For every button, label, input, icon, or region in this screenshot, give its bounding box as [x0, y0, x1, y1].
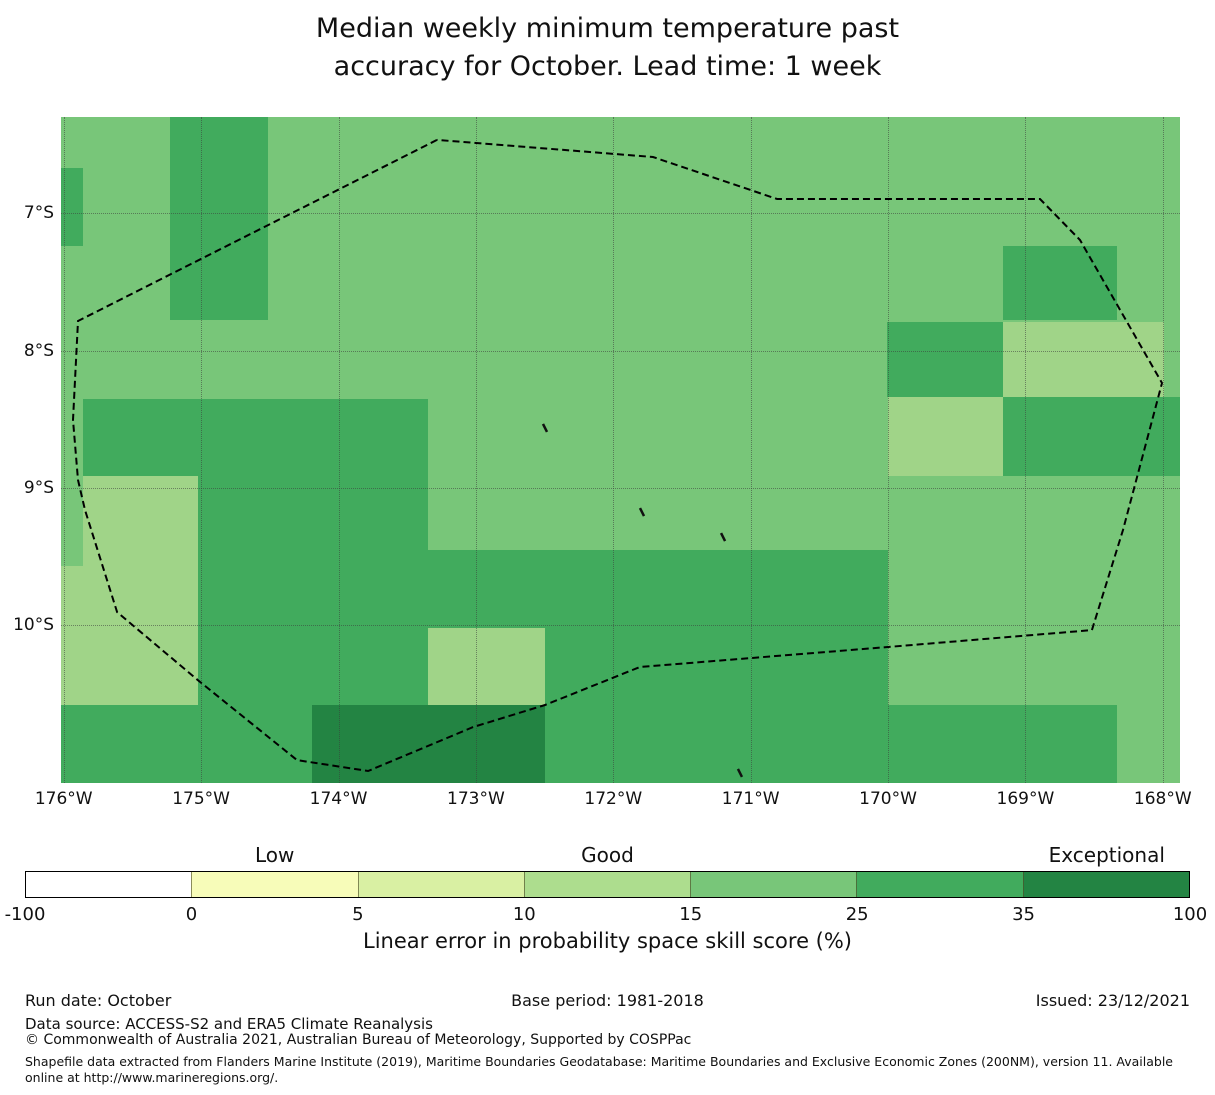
colorbar-segment: [856, 872, 1023, 897]
longitude-gridline: [750, 117, 752, 783]
lon-tick-label: 168°W: [1133, 789, 1192, 809]
islet-mark: [719, 532, 727, 542]
lon-tick-label: 176°W: [34, 789, 93, 809]
skill-cell: [61, 566, 199, 706]
latitude-gridline: [61, 487, 1180, 489]
skill-cell: [198, 475, 428, 708]
colorbar-tick-label: 15: [679, 904, 703, 925]
colorbar-tick-label: 0: [185, 904, 198, 925]
colorbar-tick-label: 100: [1172, 904, 1208, 925]
longitude-gridline: [201, 117, 203, 783]
lon-tick-label: 173°W: [447, 789, 505, 809]
base-period-label: Base period: 1981-2018: [511, 991, 704, 1010]
data-source-label: Data source: ACCESS-S2 and ERA5 Climate …: [25, 1015, 433, 1033]
skill-cell: [312, 705, 545, 783]
islet-mark: [541, 423, 549, 433]
colorbar-zone-label: Low: [254, 843, 295, 867]
copyright-label: © Commonwealth of Australia 2021, Austra…: [25, 1032, 692, 1048]
colorbar-tick-label: 25: [845, 904, 869, 925]
colorbar-segment: [523, 872, 691, 897]
page-title: Median weekly minimum temperature past a…: [0, 10, 1215, 87]
lat-tick-label: 8°S: [23, 340, 54, 361]
title-line-2: accuracy for October. Lead time: 1 week: [333, 51, 882, 83]
issued-label: Issued: 23/12/2021: [1035, 991, 1190, 1010]
islet-mark: [638, 507, 646, 517]
colorbar-segment: [357, 872, 524, 897]
colorbar-segment: [1022, 872, 1189, 897]
longitude-gridline: [1162, 117, 1164, 783]
colorbar-tick-label: 35: [1012, 904, 1036, 925]
lon-tick-label: 169°W: [996, 789, 1055, 809]
colorbar-zone-label: Exceptional: [1048, 843, 1165, 867]
lon-tick-label: 174°W: [309, 789, 368, 809]
lat-tick-label: 9°S: [23, 477, 54, 498]
skill-cell: [426, 628, 545, 707]
skill-cell: [1003, 246, 1118, 321]
islet-mark: [736, 768, 744, 778]
lat-tick-label: 7°S: [23, 203, 54, 224]
colorbar-segment: [191, 872, 358, 897]
lon-tick-label: 171°W: [721, 789, 780, 809]
skill-cell: [1003, 321, 1165, 398]
eez-overlay: [71, 138, 1164, 778]
longitude-gridline: [613, 117, 615, 783]
skill-cell: [82, 475, 199, 567]
lon-tick-label: 175°W: [172, 789, 230, 809]
longitude-gridline: [1025, 117, 1027, 783]
skill-cell: [888, 705, 1118, 783]
longitude-gridline: [888, 117, 890, 783]
longitude-gridline: [475, 117, 477, 783]
skill-cell: [888, 397, 1004, 476]
eez-boundary-line: [71, 138, 1164, 773]
skill-cell: [1003, 397, 1180, 476]
shapefile-note: Shapefile data extracted from Flanders M…: [25, 1054, 1173, 1085]
latitude-gridline: [61, 213, 1180, 215]
title-line-1: Median weekly minimum temperature past: [315, 13, 900, 44]
skill-cell: [82, 398, 428, 476]
latitude-gridline: [61, 625, 1180, 627]
longitude-gridline: [338, 117, 340, 783]
skill-cell: [544, 628, 889, 783]
skill-cell: [61, 705, 313, 783]
lon-tick-label: 172°W: [584, 789, 643, 809]
colorbar-tick-label: 10: [512, 904, 536, 925]
skill-cell: [169, 117, 269, 321]
skill-cell: [427, 549, 889, 629]
longitude-gridline: [63, 117, 65, 783]
lon-tick-label: 170°W: [859, 789, 917, 809]
run-date-label: Run date: October: [25, 991, 172, 1010]
colorbar-segment: [26, 872, 192, 897]
colorbar-segment: [690, 872, 857, 897]
colorbar-zone-label: Good: [581, 843, 634, 867]
latitude-gridline: [61, 350, 1180, 352]
colorbar-axis-label: Linear error in probability space skill …: [363, 929, 852, 953]
lat-tick-label: 10°S: [13, 615, 54, 636]
skill-cell: [61, 167, 83, 247]
skill-cell: [886, 321, 1004, 398]
colorbar-tick-label: -100: [4, 904, 46, 925]
colorbar-tick-label: 5: [352, 904, 364, 925]
map-plot: [61, 117, 1180, 783]
colorbar: [25, 871, 1190, 898]
